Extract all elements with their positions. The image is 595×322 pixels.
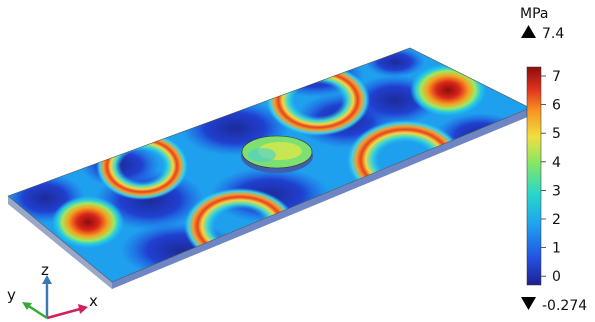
colorbar-tick-label: 7 [552,69,561,85]
colorbar-tick-label: 1 [552,241,561,257]
triangle-up-icon [521,25,536,38]
y-axis-arrow [26,303,48,320]
y-arrow-head [22,302,32,310]
colorbar-tick-label: 4 [552,155,561,171]
plate-side-face [8,196,112,289]
colorbar: MPa 7.4 7 6 5 4 3 2 1 0 -0.274 [520,6,587,314]
x-axis-arrow [46,307,81,320]
triangle-down-icon [521,297,536,310]
colorbar-tick-label: 3 [552,183,561,199]
colorbar-tick-label: 0 [552,269,561,285]
colorbar-gradient [526,66,542,286]
axis-triad: z x y [7,261,98,320]
colorbar-tick-label: 2 [552,212,561,228]
center-disc [241,135,313,173]
colorbar-min-label: -0.274 [542,298,587,314]
colorbar-max-label: 7.4 [542,26,564,42]
colorbar-ticks: 7 6 5 4 3 2 1 0 [541,69,561,285]
z-arrow-head [42,275,52,284]
colorbar-unit: MPa [520,6,548,22]
colorbar-tick-label: 5 [552,126,561,142]
z-axis-label: z [41,261,49,279]
y-axis-label: y [7,286,16,304]
colorbar-tick-label: 6 [552,98,561,114]
x-arrow-head [78,304,88,314]
plate-front-face [112,108,530,289]
x-axis-label: x [89,292,98,310]
